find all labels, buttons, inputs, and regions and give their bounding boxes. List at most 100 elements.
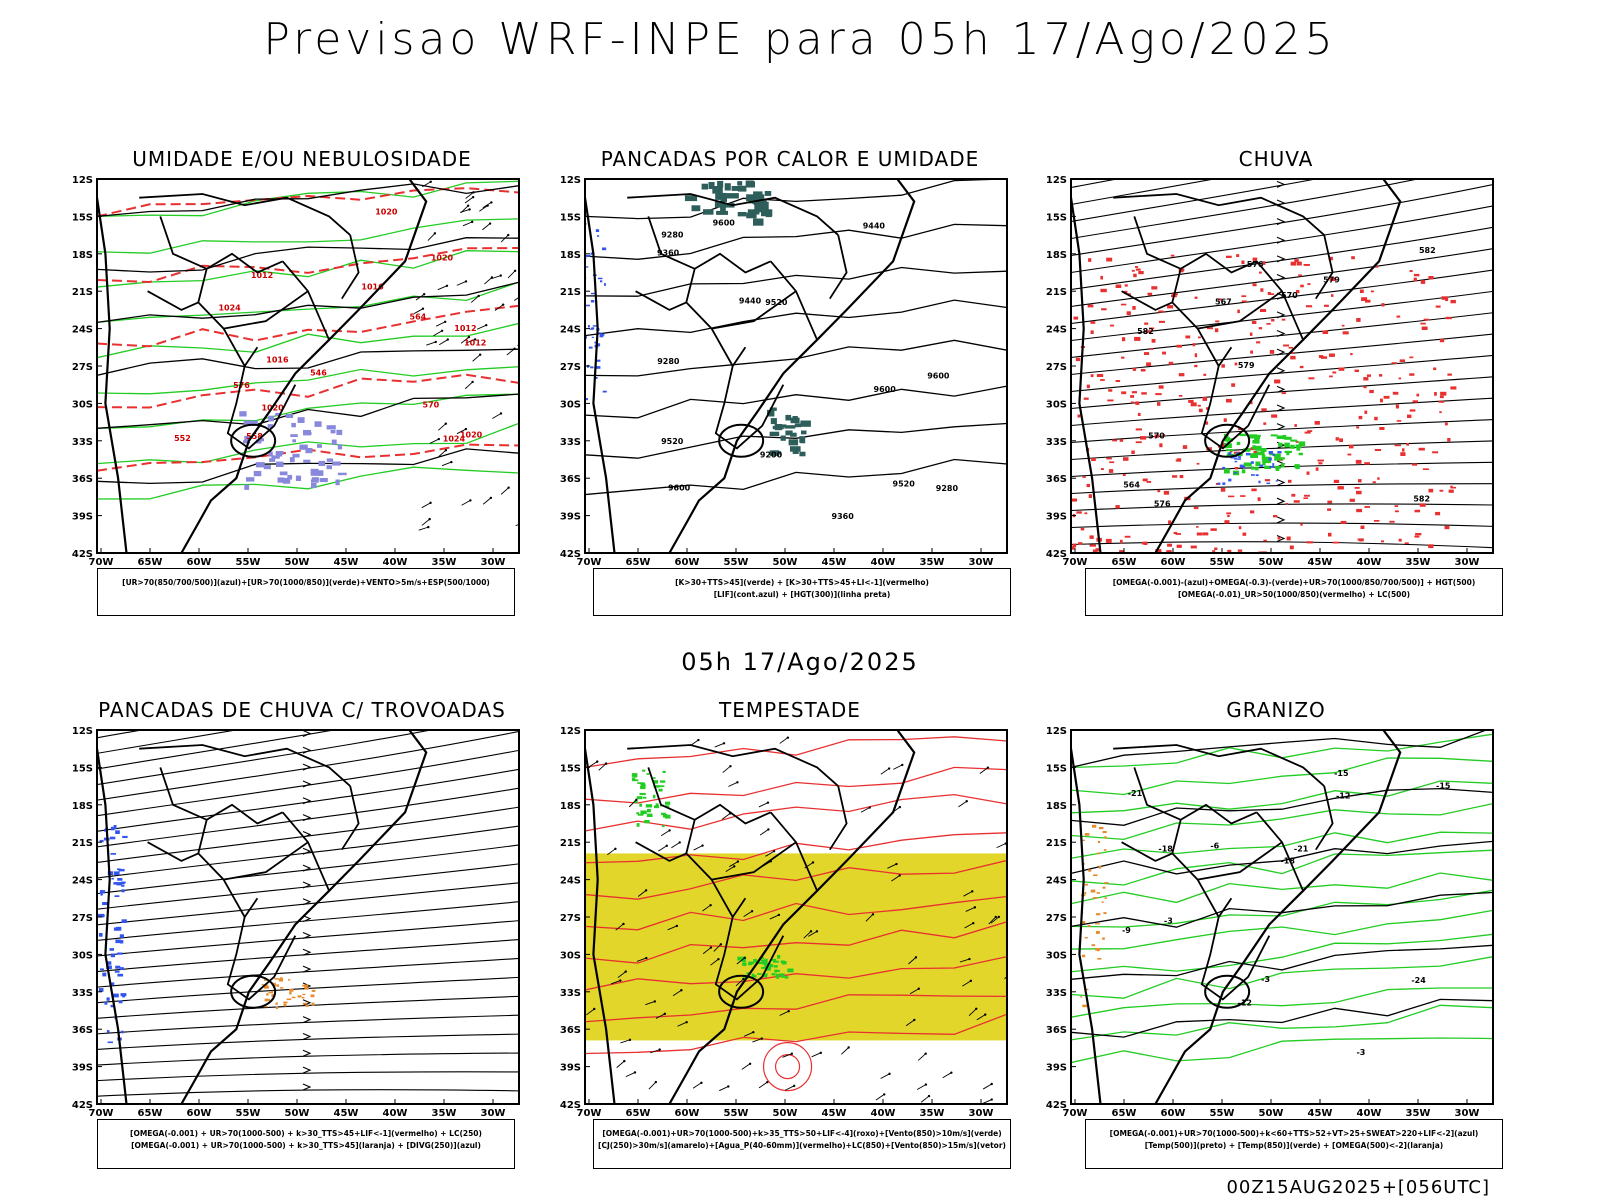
pressure-contours <box>97 183 519 485</box>
red-rain-area <box>1071 254 1457 553</box>
coastline <box>97 730 428 1104</box>
lat-tick-label: 39S <box>1046 512 1067 523</box>
blue-divergence-area <box>98 825 128 1044</box>
map-frame <box>1070 729 1494 1105</box>
lat-tick-label: 39S <box>560 512 581 523</box>
contour-value-label: 576 <box>1247 260 1264 269</box>
contour-value-label: 579 <box>1323 275 1340 284</box>
lat-tick-label: 18S <box>1046 250 1067 261</box>
contour-value-label: 570 <box>1281 291 1298 300</box>
contour-value-label: -18 <box>1158 845 1173 854</box>
contour-value-label: 9280 <box>936 484 959 493</box>
lat-tick-label: 33S <box>1046 988 1067 999</box>
legend-line: [Temp(500)](preto) + [Temp(850)](verde) … <box>1144 1141 1444 1150</box>
temp850-contours <box>1071 733 1493 1064</box>
contour-value-label: 570 <box>423 400 440 409</box>
legend-line: [OMEGA(-0.001)+UR>70(1000-500)+k<60+TTS>… <box>1109 1129 1479 1138</box>
lat-tick-label: 27S <box>72 913 93 924</box>
lat-tick-label: 24S <box>72 876 93 887</box>
contour-value-label: 9520 <box>661 437 684 446</box>
lat-tick-label: 33S <box>1046 437 1067 448</box>
lon-tick-label: 50W <box>285 557 310 568</box>
contour-value-label: -6 <box>1210 842 1219 851</box>
lat-tick-label: 42S <box>72 1100 93 1111</box>
contour-labels: 582 582 582 579 579 576 576 570 570 567 564 <box>1123 246 1435 508</box>
map-trovoadas: 12S 15S 18S 21S 24S 27S 30S 33S 36S 39S 42S 70W 65W 6… <box>55 726 530 1120</box>
lat-tick-label: 15S <box>560 212 581 223</box>
contour-value-label: 1020 <box>375 207 398 216</box>
lat-tick-label: 39S <box>560 1063 581 1074</box>
lon-tick-label: 55W <box>236 1108 261 1119</box>
legend-line: [OMEGA(-0.001)+UR>70(1000-500)+k>35_TTS>… <box>602 1129 1002 1138</box>
contour-value-label: 1012 <box>464 339 486 348</box>
lon-tick-label: 70W <box>577 557 602 568</box>
contour-value-label: 1012 <box>251 271 273 280</box>
contour-value-label: -15 <box>1436 782 1451 791</box>
lat-tick-label: 33S <box>72 988 93 999</box>
coastline <box>585 730 916 1104</box>
legend-line: [OMEGA(-0.001)-(azul)+OMEGA(-0.3)-(verde… <box>1112 578 1476 587</box>
lon-tick-label: 40W <box>383 557 408 568</box>
lon-tick-label: 45W <box>334 557 359 568</box>
lat-tick-label: 21S <box>1046 838 1067 849</box>
contour-value-label: 1016 <box>361 282 384 291</box>
contour-value-label: 9280 <box>657 357 680 366</box>
lat-tick-label: 18S <box>72 801 93 812</box>
lat-tick-label: 36S <box>1046 1025 1067 1036</box>
map-granizo: -6 -9 -12 -12 -15 -15 -18 -18 -21 -21 -24 -3 -3 -3 12S… <box>1029 726 1504 1120</box>
contour-value-label: 9520 <box>893 480 916 489</box>
contour-value-label: 576 <box>233 381 250 390</box>
lon-tick-label: 40W <box>383 1108 408 1119</box>
contour-value-label: 1020 <box>460 431 483 440</box>
blue-omega-area <box>1217 451 1282 485</box>
lon-tick-label: 65W <box>626 557 651 568</box>
lat-tick-label: 15S <box>72 763 93 774</box>
contour-value-label: 552 <box>174 434 191 443</box>
lon-tick-label: 35W <box>920 557 945 568</box>
map-pancadas-calor: 9600 9600 9600 9600 9520 9520 9520 9440 9440 9360… <box>543 175 1018 569</box>
map-tempestade: 12S 15S 18S 21S 24S 27S 30S 33S 36S 39S 42S 70W 65W 6… <box>543 726 1018 1120</box>
lon-tick-label: 30W <box>1455 557 1480 568</box>
map-frame <box>584 178 1008 554</box>
lat-tick-label: 30S <box>560 950 581 961</box>
temp500-contours <box>1071 730 1493 1038</box>
coastline <box>585 179 916 553</box>
lon-tick-label: 40W <box>871 557 896 568</box>
lat-tick-label: 36S <box>72 1025 93 1036</box>
lon-tick-label: 45W <box>822 1108 847 1119</box>
contour-value-label: 1020 <box>431 253 454 262</box>
lon-tick-label: 70W <box>1063 557 1088 568</box>
lon-tick-label: 30W <box>1455 1108 1480 1119</box>
map-frame <box>96 178 520 554</box>
contour-value-label: 9600 <box>713 218 736 227</box>
lat-tick-label: 33S <box>72 437 93 448</box>
lat-tick-label: 27S <box>560 362 581 373</box>
legend-chuva: [OMEGA(-0.001)-(azul)+OMEGA(-0.3)-(verde… <box>1085 568 1503 616</box>
lon-tick-label: 35W <box>1406 557 1431 568</box>
wind-vectors <box>414 180 519 531</box>
panel-title-trovoadas: PANCADAS DE CHUVA C/ TROVOADAS <box>98 698 506 722</box>
lon-tick-label: 60W <box>187 1108 212 1119</box>
lat-tick-label: 24S <box>1046 876 1067 887</box>
contour-value-label: -3 <box>1261 975 1270 984</box>
lon-tick-label: 45W <box>822 557 847 568</box>
panel-title-chuva: CHUVA <box>1238 147 1314 171</box>
lon-tick-label: 65W <box>1112 1108 1137 1119</box>
lat-tick-label: 27S <box>72 362 93 373</box>
legend-trovoadas: [OMEGA(-0.001) + UR>70(1000-500) + k>30_… <box>97 1119 515 1169</box>
contour-value-label: 570 <box>1148 432 1165 441</box>
streamlines <box>97 730 519 1097</box>
lat-tick-label: 18S <box>560 250 581 261</box>
contour-value-label: -15 <box>1334 769 1349 778</box>
contour-value-label: -21 <box>1128 789 1143 798</box>
contour-value-label: 9360 <box>657 248 680 257</box>
lon-tick-label: 70W <box>1063 1108 1088 1119</box>
legend-line: [K>30+TTS>45](verde) + [K>30+TTS>45+LI<-… <box>675 578 929 587</box>
lat-tick-label: 18S <box>72 250 93 261</box>
lat-tick-label: 24S <box>560 325 581 336</box>
lat-tick-label: 39S <box>1046 1063 1067 1074</box>
lon-tick-label: 70W <box>89 1108 114 1119</box>
legend-tempestade: [OMEGA(-0.001)+UR>70(1000-500)+k>35_TTS>… <box>593 1119 1011 1169</box>
lat-tick-label: 42S <box>560 1100 581 1111</box>
blue-humidity-area <box>239 411 347 490</box>
